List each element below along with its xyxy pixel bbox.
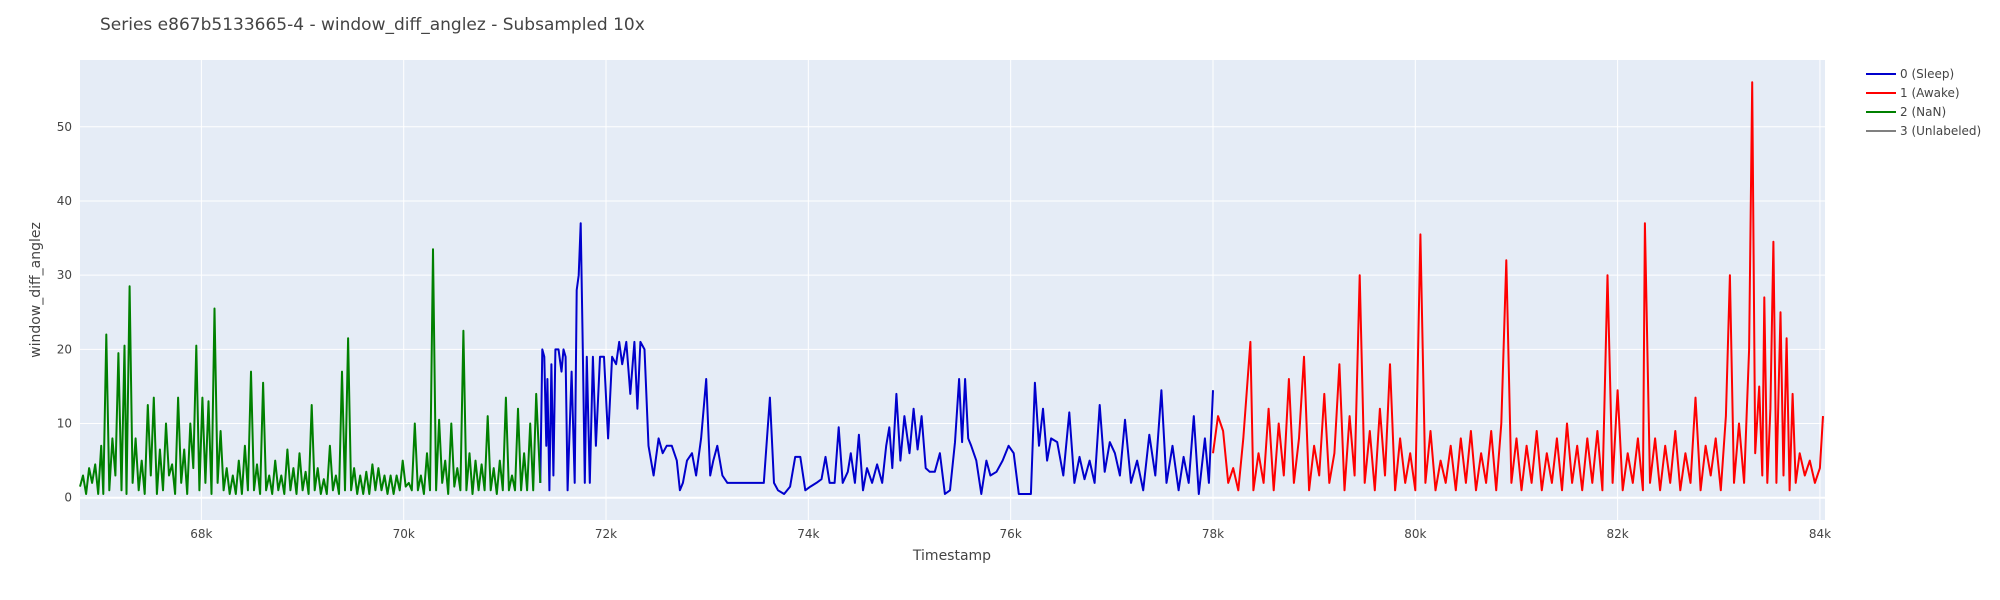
x-tick-label: 82k xyxy=(1607,527,1629,541)
x-axis: 68k 70k 72k 74k 76k 78k 80k 82k 84k xyxy=(190,527,1831,541)
legend-item-1[interactable]: 1 (Awake) xyxy=(1866,86,1960,100)
series-line-0[interactable] xyxy=(539,222,1214,495)
x-axis-label: Timestamp xyxy=(912,548,991,564)
y-tick-label: 10 xyxy=(57,417,72,431)
legend-item-2[interactable]: 2 (NaN) xyxy=(1866,105,1946,119)
y-tick-label: 50 xyxy=(57,120,72,134)
series-line-2[interactable] xyxy=(79,248,542,495)
x-tick-label: 74k xyxy=(797,527,819,541)
legend-item-0[interactable]: 0 (Sleep) xyxy=(1866,67,1954,81)
series-layer xyxy=(79,81,1824,495)
series-line-1[interactable] xyxy=(1212,81,1824,492)
y-tick-label: 30 xyxy=(57,268,72,282)
y-tick-label: 0 xyxy=(64,491,72,505)
plot-area[interactable] xyxy=(80,60,1825,520)
x-tick-label: 72k xyxy=(595,527,617,541)
x-tick-label: 78k xyxy=(1202,527,1224,541)
legend-label: 2 (NaN) xyxy=(1900,105,1946,119)
grid xyxy=(80,60,1825,520)
chart-title: Series e867b5133665-4 - window_diff_angl… xyxy=(100,15,645,35)
y-tick-label: 20 xyxy=(57,342,72,356)
legend[interactable]: 0 (Sleep) 1 (Awake) 2 (NaN) 3 (Unlabeled) xyxy=(1866,67,1981,138)
x-tick-label: 80k xyxy=(1404,527,1426,541)
x-tick-label: 84k xyxy=(1809,527,1831,541)
y-tick-label: 40 xyxy=(57,194,72,208)
legend-label: 3 (Unlabeled) xyxy=(1900,124,1981,138)
legend-label: 0 (Sleep) xyxy=(1900,67,1954,81)
x-tick-label: 70k xyxy=(393,527,415,541)
y-axis-label: window_diff_anglez xyxy=(28,222,44,358)
legend-item-3[interactable]: 3 (Unlabeled) xyxy=(1866,124,1981,138)
x-tick-label: 68k xyxy=(190,527,212,541)
y-axis: 0 10 20 30 40 50 xyxy=(57,120,72,505)
legend-label: 1 (Awake) xyxy=(1900,86,1960,100)
x-tick-label: 76k xyxy=(1000,527,1022,541)
